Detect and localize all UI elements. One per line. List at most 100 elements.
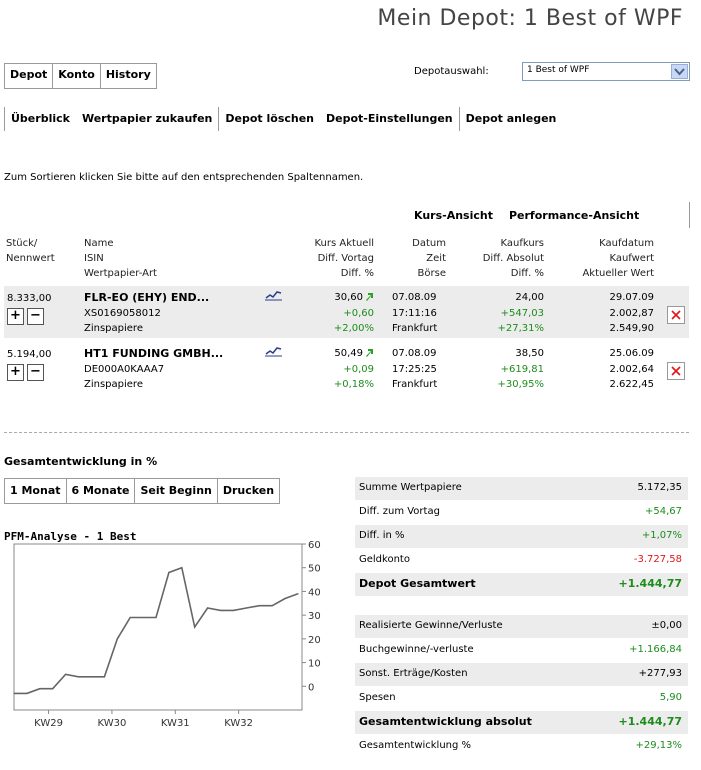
summary-label: Spesen: [359, 692, 396, 703]
summary-value: +29,13%: [635, 740, 682, 751]
subnav-ueberblick[interactable]: Überblick: [4, 107, 76, 131]
pfm-chart: 0 10 20 30 40 50 60 KW29 KW30 KW31 KW32: [13, 540, 321, 729]
diff-absolut: +547,03: [500, 308, 544, 319]
data-point: [258, 605, 260, 607]
plus-button[interactable]: +: [7, 364, 24, 381]
datum: 07.08.09: [392, 348, 437, 359]
boerse: Frankfurt: [392, 323, 438, 334]
isin: DE000A0KAAA7: [84, 364, 165, 375]
zeit: 17:11:16: [392, 308, 437, 319]
datum: 07.08.09: [392, 292, 437, 303]
chart-icon[interactable]: [265, 345, 283, 362]
summary-table-top: Summe Wertpapiere 5.172,35 Diff. zum Vorta…: [355, 477, 688, 597]
qty-controls: + −: [7, 364, 47, 381]
chevron-down-icon[interactable]: [671, 64, 688, 79]
data-point: [181, 567, 183, 569]
tab-seit-beginn[interactable]: Seit Beginn: [134, 479, 216, 503]
subnav-depot-anlegen[interactable]: Depot anlegen: [458, 107, 563, 131]
data-point: [39, 688, 41, 690]
boerse: Frankfurt: [392, 379, 438, 390]
data-point: [194, 626, 196, 628]
col-header-stueck[interactable]: Stück/ Nennwert: [6, 238, 55, 264]
kurs-ansicht-link[interactable]: Kurs-Ansicht: [414, 209, 493, 222]
arrow-up-icon: [366, 349, 373, 357]
depot-select[interactable]: 1 Best of WPF: [522, 62, 690, 81]
qty-controls: + −: [7, 308, 47, 325]
delete-button[interactable]: [667, 306, 685, 324]
security-name-link[interactable]: FLR-EO (EHY) END...: [84, 291, 210, 304]
divider: [4, 432, 689, 433]
kaufdatum: 29.07.09: [609, 292, 654, 303]
performance-ansicht-link[interactable]: Performance-Ansicht: [508, 209, 640, 222]
summary-value: +1.444,77: [618, 715, 683, 728]
tab-konto[interactable]: Konto: [52, 64, 100, 88]
security-name-link[interactable]: HT1 FUNDING GMBH...: [84, 347, 224, 360]
summary-row: Sonst. Erträge/Kosten +277,93: [355, 663, 688, 687]
summary-label: Summe Wertpapiere: [359, 482, 462, 493]
data-point: [245, 607, 247, 609]
data-point: [129, 616, 131, 619]
diff-pct-kauf: +27,31%: [497, 323, 544, 334]
tab-6-monate[interactable]: 6 Monate: [65, 479, 135, 503]
summary-value: +277,93: [638, 668, 682, 679]
summary-value: +1,07%: [641, 530, 682, 541]
kurs-aktuell: 30,60: [294, 290, 374, 305]
subnav-wertpapier-zukaufen[interactable]: Wertpapier zukaufen: [81, 112, 213, 125]
arrow-up-icon: [366, 293, 373, 301]
plot-frame: [13, 543, 303, 711]
aktueller-wert: 2.622,45: [609, 379, 654, 390]
subnav-depot-einstellungen[interactable]: Depot-Einstellungen: [326, 112, 453, 125]
minus-button[interactable]: −: [27, 308, 44, 325]
col-header-datum[interactable]: Datum Zeit Börse: [412, 238, 446, 279]
x-tick-label: KW32: [224, 718, 253, 729]
x-tick-label: KW29: [34, 718, 63, 729]
x-tick-label: KW30: [98, 718, 127, 729]
tab-depot[interactable]: Depot: [10, 68, 48, 81]
print-button[interactable]: Drucken: [216, 479, 279, 503]
summary-label: Gesamtentwicklung absolut: [359, 715, 532, 728]
security-type: Zinspapiere: [84, 379, 143, 390]
y-tick-label: 30: [308, 611, 321, 622]
summary-label: Diff. in %: [359, 530, 405, 541]
minus-button[interactable]: −: [27, 364, 44, 381]
data-point: [52, 688, 54, 690]
y-tick-label: 40: [308, 587, 321, 598]
y-tick-label: 20: [308, 635, 321, 646]
kaufdatum: 25.06.09: [609, 348, 654, 359]
chart-icon[interactable]: [265, 289, 283, 306]
summary-row: Realisierte Gewinne/Verluste ±0,00: [355, 615, 688, 639]
summary-label: Buchgewinne/-verluste: [359, 644, 474, 655]
zeit: 17:25:25: [392, 364, 437, 375]
divider: [689, 202, 690, 228]
summary-value: +1.166,84: [629, 644, 682, 655]
diff-pct-kauf: +30,95%: [497, 379, 544, 390]
col-header-kurs[interactable]: Kurs Aktuell Diff. Vortag Diff. %: [314, 238, 375, 279]
summary-value: ±0,00: [651, 620, 682, 631]
series-line: [14, 566, 299, 695]
data-point: [207, 607, 209, 609]
col-header-kaufdatum[interactable]: Kaufdatum Kaufwert Aktueller Wert: [582, 238, 654, 279]
x-tick-label: KW31: [161, 718, 190, 729]
summary-value: 5,90: [659, 692, 682, 703]
col-header-kaufkurs[interactable]: Kaufkurs Diff. Absolut Diff. %: [482, 238, 544, 279]
summary-row: Gesamtentwicklung absolut +1.444,77: [355, 711, 688, 735]
tab-1-monat[interactable]: 1 Monat: [10, 484, 61, 497]
summary-label: Realisierte Gewinne/Verluste: [359, 620, 503, 631]
kaufwert: 2.002,64: [609, 364, 654, 375]
diff-vortag: +0,09: [343, 364, 374, 375]
col-header-name[interactable]: Name ISIN Wertpapier-Art: [84, 238, 157, 279]
tab-history[interactable]: History: [99, 64, 156, 88]
summary-row: Diff. in % +1,07%: [355, 525, 688, 549]
subnav-depot-loeschen[interactable]: Depot löschen: [218, 107, 320, 131]
data-point: [116, 638, 118, 640]
summary-value: 5.172,35: [637, 482, 682, 493]
summary-row: Diff. zum Vortag +54,67: [355, 501, 688, 525]
delete-button[interactable]: [667, 362, 685, 380]
summary-table-bottom: Realisierte Gewinne/Verluste ±0,00 Buchgew…: [355, 615, 688, 759]
qty-value: 8.333,00: [7, 293, 52, 304]
summary-label: Gesamtentwicklung %: [359, 740, 472, 751]
data-point: [168, 571, 170, 574]
data-point: [142, 616, 144, 619]
data-point: [90, 676, 93, 678]
plus-button[interactable]: +: [7, 308, 24, 325]
